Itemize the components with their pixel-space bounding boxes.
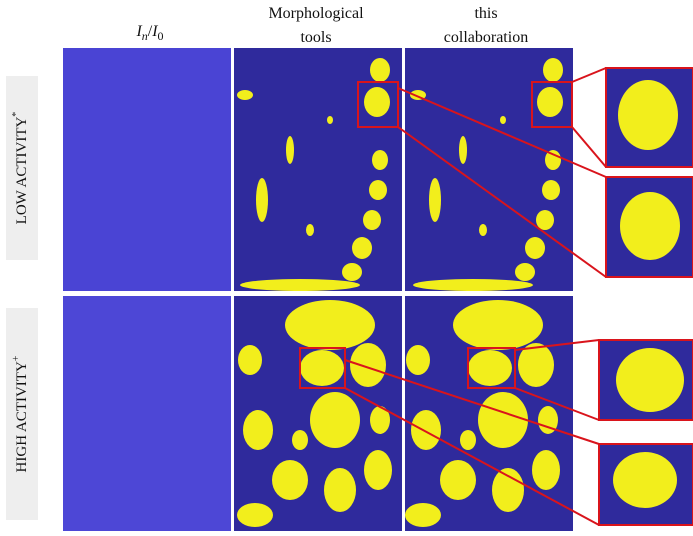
header-line: this — [474, 5, 497, 22]
figure: In/I0 Morphological tools this collabora… — [0, 0, 693, 536]
zoom-blob — [618, 80, 678, 150]
header-ratio: In/I0 — [135, 23, 163, 43]
image — [63, 48, 231, 291]
callout-line — [572, 127, 606, 167]
header-line: Morphological — [268, 5, 364, 22]
image-grid — [63, 48, 573, 531]
row-labels: LOW ACTIVITY* HIGH ACTIVITY+ — [6, 76, 38, 520]
callout-line — [572, 68, 606, 82]
zoom-panels — [599, 68, 693, 525]
zoom-blob — [616, 348, 684, 412]
zoom-blob — [613, 452, 677, 508]
zoom-blob — [620, 192, 680, 260]
row-label: LOW ACTIVITY* — [11, 112, 30, 225]
image — [405, 48, 573, 291]
header-line: tools — [300, 29, 331, 46]
header-line: collaboration — [444, 29, 528, 46]
headers: In/I0 Morphological tools this collabora… — [135, 5, 528, 46]
image — [234, 48, 402, 291]
image — [63, 296, 231, 531]
row-label: HIGH ACTIVITY+ — [11, 355, 30, 472]
